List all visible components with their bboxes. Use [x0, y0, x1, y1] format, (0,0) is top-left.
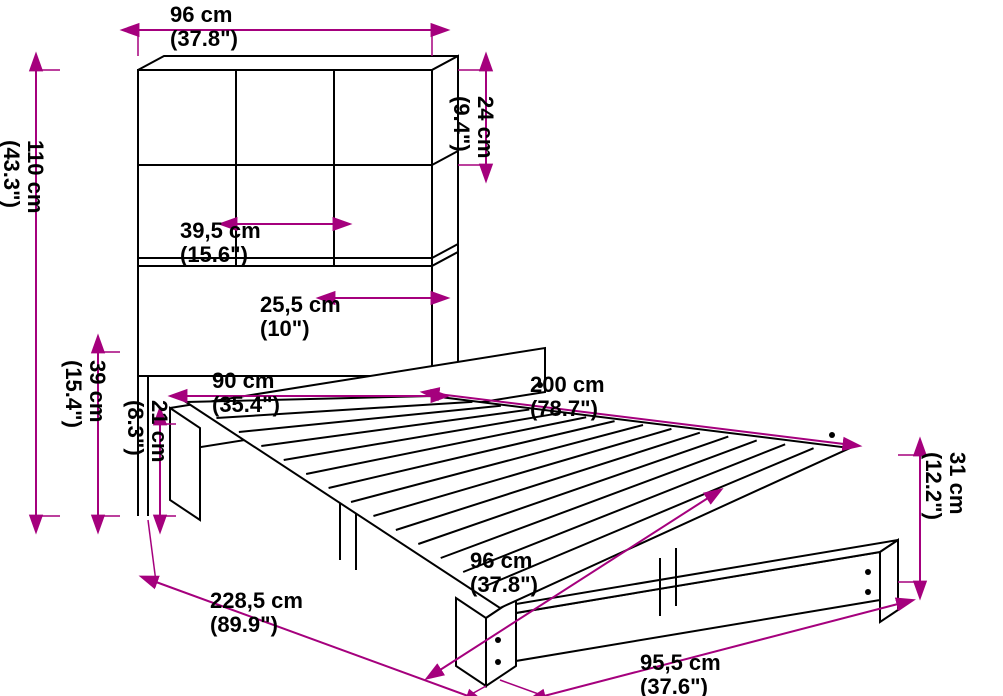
label-headboard-width: 96 cm(37.8") [170, 2, 238, 51]
furniture-dimension-diagram: 96 cm(37.8") 110 cm(43.3") 39 cm(15.4") 21 … [0, 0, 1003, 696]
label-low-height: 21 cm(8.3") [123, 400, 172, 462]
label-foot-width: 96 cm(37.8") [470, 548, 538, 597]
label-foot-outer-width: 95,5 cm(37.6") [640, 650, 721, 696]
label-bed-inner-width: 90 cm(35.4") [212, 368, 280, 417]
label-mid-height: 39 cm(15.4") [61, 360, 110, 428]
label-foot-height: 31 cm(12.2") [921, 452, 970, 520]
label-total-height: 110 cm(43.3") [0, 140, 48, 213]
label-shelf-cell-height: 24 cm(9.4") [449, 96, 498, 158]
label-bed-inner-length: 200 cm(78.7") [530, 372, 605, 421]
